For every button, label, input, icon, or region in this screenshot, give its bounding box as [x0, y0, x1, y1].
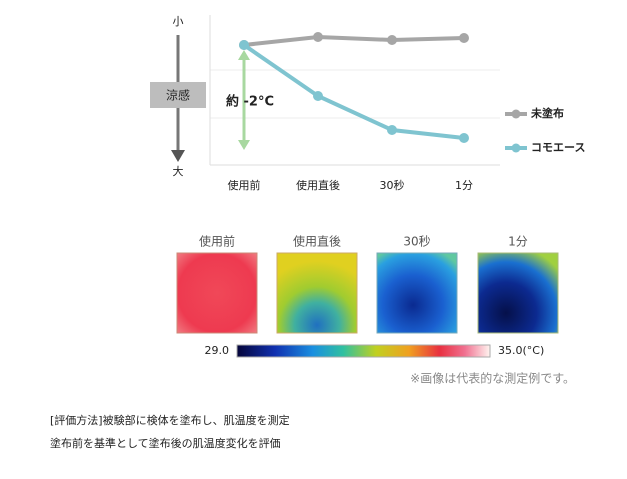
arrow-head	[238, 140, 250, 150]
method-text: [評価方法]被験部に検体を塗布し、肌温度を測定	[50, 413, 290, 427]
y-axis-label: 涼感	[166, 88, 190, 103]
scale-label: 35.0(°C)	[498, 344, 544, 357]
color-scale	[236, 344, 491, 358]
x-tick-label: 使用直後	[296, 178, 340, 192]
point	[459, 133, 469, 143]
legend-marker	[511, 109, 521, 119]
y-top-label: 小	[173, 15, 184, 28]
x-tick-label: 使用前	[228, 178, 261, 192]
x-tick-label: 1分	[455, 179, 473, 192]
y-bottom-label: 大	[173, 164, 184, 178]
point	[459, 33, 469, 43]
axis-label-box	[150, 82, 206, 108]
series-line	[242, 43, 465, 140]
note: ※画像は代表的な測定例です。	[410, 371, 575, 386]
arrow-head	[171, 150, 185, 162]
image-label: 30秒	[403, 235, 430, 249]
method-text: 塗布前を基準として塗布後の肌温度変化を評価	[50, 436, 281, 450]
point	[313, 32, 323, 42]
arrow-head	[238, 50, 250, 60]
x-tick-label: 30秒	[380, 178, 405, 192]
point	[313, 91, 323, 101]
image-label: 使用前	[199, 234, 235, 249]
annotation: 約 -2°C	[226, 94, 274, 110]
thermal-image	[176, 252, 258, 334]
point	[387, 125, 397, 135]
legend-label: 未塗布	[530, 106, 564, 120]
thermal-image	[276, 252, 358, 334]
image-label: 1分	[508, 235, 528, 249]
thermal-image	[477, 252, 559, 334]
legend-label: コモエース	[531, 141, 585, 154]
legend-marker	[511, 143, 521, 153]
image-label: 使用直後	[293, 234, 341, 249]
point	[387, 35, 397, 45]
point	[239, 40, 249, 50]
series-line	[243, 34, 465, 47]
scale-label: 29.0	[205, 344, 230, 357]
thermal-image	[376, 252, 458, 334]
